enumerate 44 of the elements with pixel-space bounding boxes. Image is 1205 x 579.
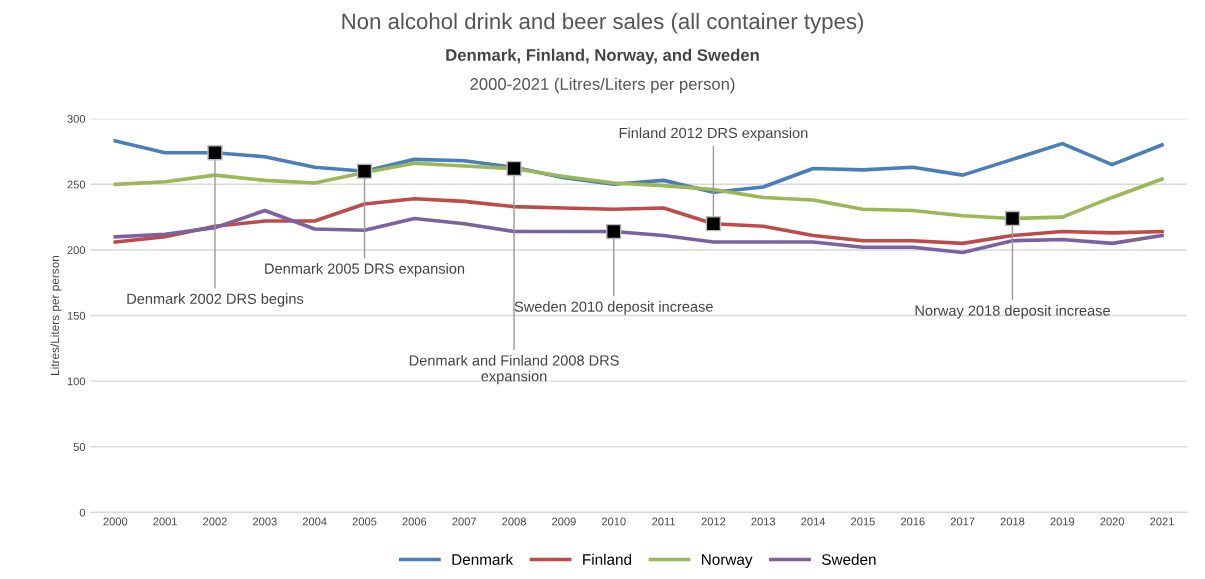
legend-label: Norway bbox=[702, 554, 753, 568]
y-tick-label: 0 bbox=[79, 508, 86, 517]
x-tick-label: 2016 bbox=[900, 517, 925, 526]
x-tick-label: 2019 bbox=[1050, 517, 1075, 526]
y-tick-label: 200 bbox=[67, 246, 86, 255]
x-tick-label: 2008 bbox=[502, 517, 526, 526]
x-tick-label: 2006 bbox=[402, 517, 427, 526]
y-tick-label: 300 bbox=[67, 114, 86, 123]
x-tick-label: 2018 bbox=[1000, 517, 1025, 526]
y-axis-title: Litres/Liters per person bbox=[50, 255, 62, 375]
x-tick-label: 2014 bbox=[801, 517, 826, 526]
annotation: Finland 2012 DRS expansion bbox=[619, 127, 808, 142]
x-tick-label: 2015 bbox=[851, 517, 875, 526]
x-tick-label: 2010 bbox=[601, 517, 626, 526]
line-series bbox=[113, 208, 1164, 255]
x-tick-label: 2003 bbox=[253, 517, 277, 526]
x-tick-label: 2021 bbox=[1150, 517, 1174, 526]
x-tick-label: 2005 bbox=[352, 517, 377, 526]
x-tick-label: 2007 bbox=[452, 517, 476, 526]
x-tick-label: 2013 bbox=[751, 517, 776, 526]
x-tick-label: 2009 bbox=[552, 517, 576, 526]
annotation: Denmark 2005 DRS expansion bbox=[265, 263, 465, 277]
chart-subtitle: Denmark, Finland, Norway, and Sweden 2000-2021 (Litres/Liters per person) bbox=[446, 48, 759, 94]
x-tick-label: 2017 bbox=[950, 517, 975, 526]
legend-label: Sweden bbox=[822, 553, 876, 565]
annotation: Norway 2018 deposit increase bbox=[915, 305, 1110, 319]
legend-label: Finland bbox=[583, 553, 632, 565]
legend-label: Denmark bbox=[452, 553, 514, 565]
annotation: Sweden 2010 deposit increase bbox=[514, 301, 713, 315]
x-tick-label: 2020 bbox=[1100, 517, 1125, 526]
annotation: Denmark and Finland 2008 DRS expansion bbox=[409, 354, 619, 385]
x-tick-label: 2004 bbox=[302, 517, 327, 526]
x-tick-label: 2012 bbox=[701, 517, 726, 526]
y-tick-label: 250 bbox=[67, 180, 86, 189]
chart-title: Non alcohol drink and beer sales (all container types) bbox=[342, 12, 864, 34]
y-tick-label: 100 bbox=[67, 377, 86, 386]
y-tick-label: 150 bbox=[67, 311, 86, 320]
x-tick-label: 2001 bbox=[153, 517, 177, 526]
y-tick-label: 50 bbox=[73, 443, 86, 451]
line-series bbox=[113, 196, 1164, 246]
x-tick-label: 2002 bbox=[203, 517, 227, 526]
x-tick-label: 2011 bbox=[652, 517, 675, 526]
annotation: Denmark 2002 DRS begins bbox=[127, 293, 304, 307]
x-tick-label: 2000 bbox=[103, 517, 128, 526]
